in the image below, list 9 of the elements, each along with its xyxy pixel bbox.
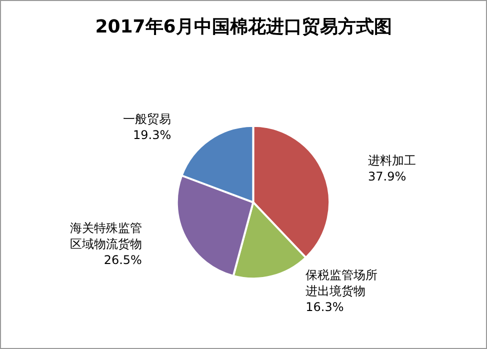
chart-title: 2017年6月中国棉花进口贸易方式图 bbox=[95, 16, 392, 38]
slice-label: 一般贸易 bbox=[123, 112, 172, 126]
slice-label: 海关特殊监管区域物流货物 bbox=[70, 220, 142, 251]
data-label: 19.3% bbox=[133, 128, 172, 142]
data-label: 26.5% bbox=[104, 252, 142, 267]
data-label: 16.3% bbox=[306, 300, 344, 314]
slice-label: 保税监管场所进出境货物 bbox=[306, 268, 378, 298]
slice-label: 进料加工 bbox=[368, 153, 416, 168]
data-label: 37.9% bbox=[368, 169, 406, 184]
